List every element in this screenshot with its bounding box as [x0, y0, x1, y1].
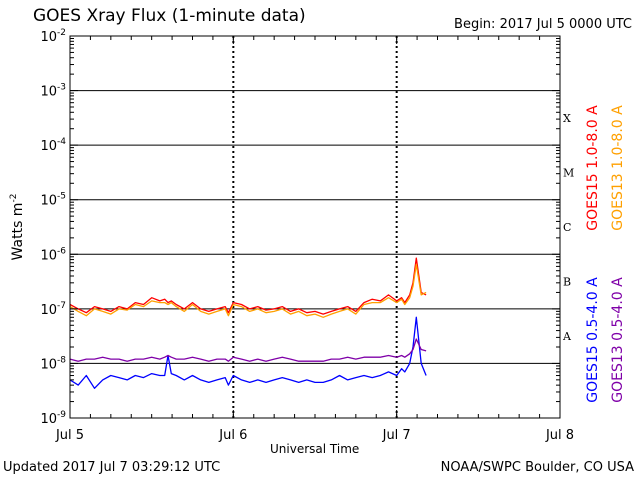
x-tick-label: Jul 5 — [55, 428, 84, 443]
y-axis-title: Watts m-2 — [9, 194, 26, 261]
flare-class-label: C — [563, 221, 571, 234]
credit-label: NOAA/SWPC Boulder, CO USA — [440, 460, 634, 475]
chart-title: GOES Xray Flux (1-minute data) — [33, 6, 306, 26]
begin-time-label: Begin: 2017 Jul 5 0000 UTC — [454, 17, 632, 32]
flare-class-label: X — [563, 112, 571, 125]
x-axis-title: Universal Time — [270, 442, 360, 456]
y-tick-label: 10-2 — [40, 28, 66, 45]
legend-entry: GOES15 0.5-4.0 A — [585, 277, 601, 403]
y-tick-label: 10-3 — [40, 83, 66, 100]
x-tick-label: Jul 7 — [382, 428, 411, 443]
legend-entry: GOES15 1.0-8.0 A — [585, 105, 601, 231]
x-tick-label: Jul 6 — [218, 428, 247, 443]
y-tick-label: 10-8 — [40, 355, 66, 372]
y-tick-label: 10-6 — [40, 246, 66, 263]
legend-entry: GOES13 0.5-4.0 A — [610, 277, 626, 403]
series-line — [69, 257, 427, 315]
flare-class-label: M — [563, 166, 574, 179]
updated-timestamp: Updated 2017 Jul 7 03:29:12 UTC — [3, 460, 221, 475]
series-line — [69, 316, 427, 389]
y-tick-label: 10-7 — [40, 301, 66, 318]
flare-class-label: B — [563, 276, 571, 289]
legend-entry: GOES13 1.0-8.0 A — [610, 105, 626, 231]
series-line — [69, 263, 427, 318]
x-tick-label: Jul 8 — [545, 428, 574, 443]
y-tick-label: 10-9 — [40, 410, 66, 427]
flare-class-label: A — [562, 330, 572, 343]
y-tick-label: 10-4 — [40, 137, 66, 154]
series-line — [69, 338, 427, 362]
y-tick-label: 10-5 — [40, 192, 66, 209]
